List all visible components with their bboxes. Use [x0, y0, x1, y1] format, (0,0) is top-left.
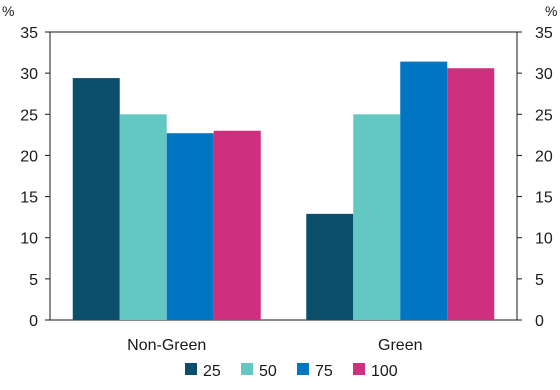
y-tick-label-right: 15 — [535, 190, 553, 207]
plot-frame — [49, 31, 518, 321]
bar-green-75 — [400, 61, 448, 320]
y-tick-label-left: 35 — [20, 25, 38, 42]
y-tick-label-left: 15 — [20, 190, 38, 207]
x-axis-category-labels: Non-Green Green — [127, 337, 422, 354]
y-tick-label-left: 25 — [20, 107, 38, 124]
y-tick-label-right: 0 — [535, 313, 544, 330]
bar-non-green-75 — [166, 133, 214, 320]
y-tick-label-right: 20 — [535, 148, 553, 165]
y-tick-label-right: 25 — [535, 107, 553, 124]
y-tick-label-right: 30 — [535, 66, 553, 83]
y-tick-label-right: 10 — [535, 231, 553, 248]
x-category-label: Non-Green — [127, 337, 206, 354]
y-tick-label-left: 0 — [29, 313, 38, 330]
legend-item-100: 100 — [353, 363, 398, 380]
y-axis-right-ticks: 0 5 10 15 20 25 30 35 — [517, 25, 553, 330]
bar-green-100 — [447, 68, 495, 320]
legend-item-75: 75 — [297, 363, 333, 380]
y-axis-left-ticks: 0 5 10 15 20 25 30 35 — [20, 25, 50, 330]
legend-item-50: 50 — [241, 363, 277, 380]
bars-group — [72, 61, 495, 321]
legend-swatch — [185, 363, 197, 375]
bar-non-green-50 — [119, 114, 167, 321]
legend-swatch — [297, 363, 309, 375]
legend-item-25: 25 — [185, 363, 221, 380]
y-tick-label-right: 35 — [535, 25, 553, 42]
legend-label: 50 — [259, 363, 277, 380]
plot-area — [49, 31, 518, 321]
y-tick-label-right: 5 — [535, 272, 544, 289]
y-tick-label-left: 10 — [20, 231, 38, 248]
y-tick-label-left: 20 — [20, 148, 38, 165]
legend-label: 25 — [203, 363, 221, 380]
legend-swatch — [241, 363, 253, 375]
bar-non-green-100 — [213, 130, 261, 320]
bar-green-50 — [353, 114, 401, 321]
legend-label: 75 — [315, 363, 333, 380]
y-tick-label-left: 5 — [29, 272, 38, 289]
y-axis-unit-right: % — [545, 3, 557, 19]
legend: 25 50 75 100 — [185, 363, 398, 380]
legend-swatch — [353, 363, 365, 375]
x-category-label: Green — [378, 337, 422, 354]
legend-label: 100 — [371, 363, 398, 380]
y-axis-unit-left: % — [2, 3, 14, 19]
bar-non-green-25 — [72, 78, 120, 320]
bar-green-25 — [306, 213, 354, 320]
y-tick-label-left: 30 — [20, 66, 38, 83]
